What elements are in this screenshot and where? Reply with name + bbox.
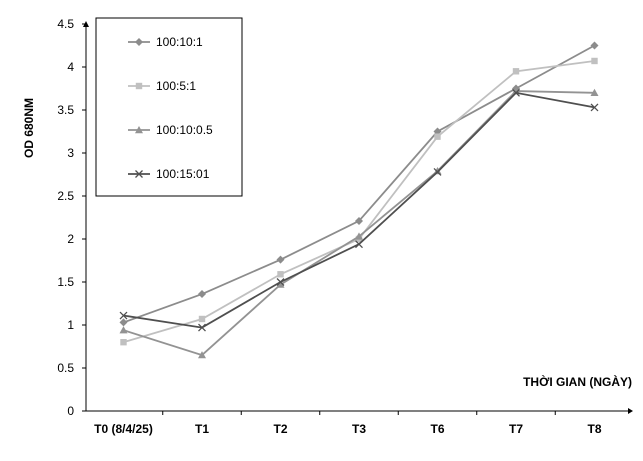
legend-item: 100:10:1 xyxy=(128,35,203,49)
data-point xyxy=(512,68,520,75)
data-point xyxy=(590,41,599,50)
series-4 xyxy=(119,88,599,332)
y-tick-label: 4 xyxy=(67,60,74,74)
legend-box xyxy=(95,17,243,197)
x-tick-label: T0 (8/4/25) xyxy=(94,422,153,436)
data-point xyxy=(355,232,363,240)
legend-item: 100:10:0.5 xyxy=(128,123,213,137)
data-point xyxy=(276,255,285,264)
legend-label: 100:10:1 xyxy=(156,35,203,49)
legend-swatch-marker xyxy=(135,38,143,46)
data-point xyxy=(277,271,284,278)
data-point xyxy=(590,103,599,112)
data-point xyxy=(198,323,206,332)
x-tick-label: T8 xyxy=(587,422,601,436)
series-layer xyxy=(119,41,599,359)
data-point xyxy=(119,326,128,334)
y-tick-label: 3 xyxy=(67,146,74,160)
data-point xyxy=(355,216,363,225)
data-point xyxy=(119,311,128,320)
y-tick-label: 0 xyxy=(67,404,74,418)
data-point xyxy=(591,57,598,65)
y-tick-label: 4.5 xyxy=(57,17,74,31)
x-tick-label: T3 xyxy=(352,422,366,436)
x-axis-ticks: T0 (8/4/25) T1 T2 T3 T6 T7 T8 xyxy=(94,411,602,436)
x-axis-arrow xyxy=(628,408,633,414)
y-tick-label: 1.5 xyxy=(57,275,74,289)
data-point xyxy=(355,240,363,249)
legend: 100:10:1 100:5:1 100:10:0.5 100:15:01 xyxy=(95,17,243,197)
x-tick-label: T2 xyxy=(273,422,287,436)
data-point xyxy=(512,88,520,97)
legend-item: 100:15:01 xyxy=(128,167,210,181)
y-tick-label: 1 xyxy=(67,318,74,332)
data-point xyxy=(198,290,206,299)
data-point xyxy=(276,280,285,288)
y-tick-label: 3.5 xyxy=(57,103,74,117)
data-point xyxy=(198,351,206,359)
legend-swatch-marker xyxy=(135,170,143,178)
y-axis-ticks: 0 0.5 1 1.5 2 2.5 3 3.5 4 4.5 xyxy=(57,17,86,418)
data-point xyxy=(433,167,442,176)
data-point xyxy=(590,88,599,96)
data-point xyxy=(198,315,206,323)
data-point xyxy=(276,278,285,286)
legend-label: 100:5:1 xyxy=(156,79,196,93)
x-axis-label: THỜI GIAN (NGÀY) xyxy=(523,374,632,389)
legend-label: 100:15:01 xyxy=(156,167,210,181)
legend-swatch-marker xyxy=(135,126,143,134)
data-point xyxy=(120,339,127,346)
legend-label: 100:10:0.5 xyxy=(156,123,213,137)
y-tick-label: 2.5 xyxy=(57,189,74,203)
x-tick-label: T7 xyxy=(509,422,523,436)
x-tick-label: T1 xyxy=(195,422,209,436)
data-point xyxy=(119,318,128,327)
y-tick-label: 2 xyxy=(67,232,74,246)
legend-item: 100:5:1 xyxy=(128,79,196,93)
y-axis-label: OD 680NM xyxy=(22,98,36,158)
y-tick-label: 0.5 xyxy=(57,361,74,375)
legend-swatch-marker xyxy=(135,82,143,90)
data-point xyxy=(434,133,441,140)
x-tick-label: T6 xyxy=(430,422,444,436)
